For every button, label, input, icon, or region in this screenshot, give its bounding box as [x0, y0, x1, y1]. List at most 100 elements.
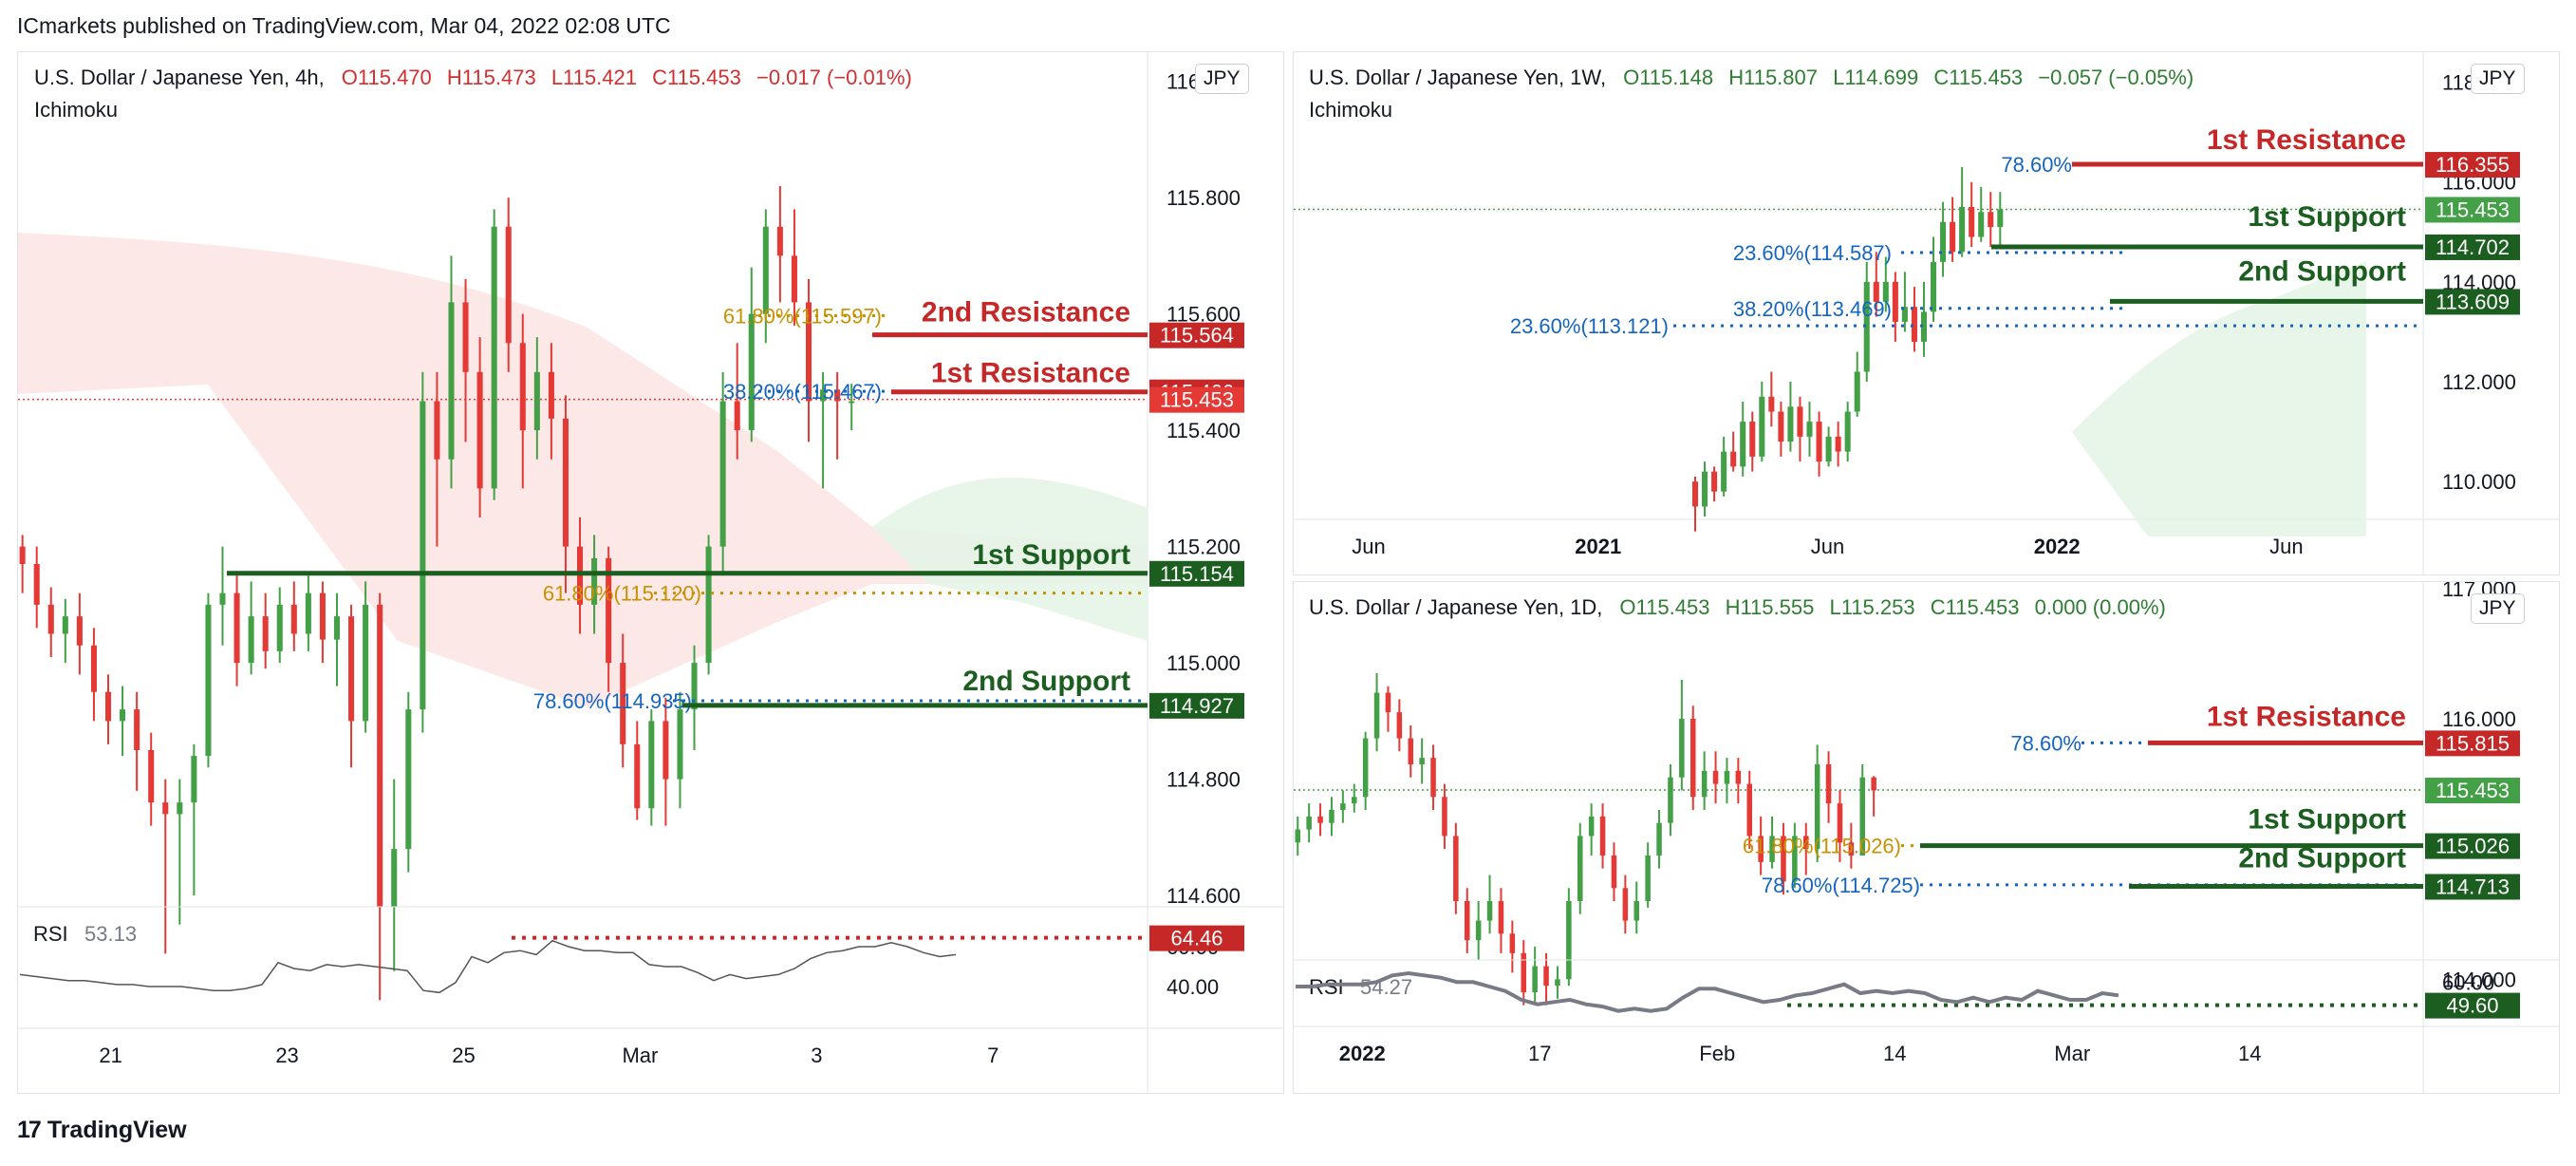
candle-body-27 — [405, 709, 412, 850]
candle-body-8 — [1768, 396, 1775, 412]
candle-body-48 — [1837, 803, 1843, 843]
candle-body-26 — [1940, 221, 1947, 262]
candle-body-31 — [1988, 212, 1994, 228]
rsi-label: RSI — [33, 922, 68, 946]
level-label-1: 1st Support — [2248, 804, 2406, 836]
candle-body-12 — [1806, 422, 1813, 437]
candle-body-58 — [849, 401, 855, 404]
candle-body-27 — [1599, 816, 1606, 856]
candle-body-36 — [1701, 770, 1708, 798]
candle-body-37 — [548, 371, 554, 419]
candle-body-6 — [1362, 738, 1369, 798]
y-tick-label-6: 114.800 — [1167, 768, 1241, 792]
y-tick-label-5: 115.000 — [1167, 651, 1241, 675]
candle-body-38 — [562, 418, 569, 547]
candle-body-17 — [262, 616, 269, 651]
candle-body-28 — [1611, 856, 1617, 889]
candle-body-27 — [1950, 221, 1956, 253]
candle-body-2 — [47, 604, 54, 634]
x-tick-label-3: 14 — [1883, 1042, 1906, 1065]
candle-body-9 — [1396, 712, 1403, 739]
currency-button[interactable]: JPY — [2471, 593, 2525, 624]
rsi-line — [1296, 970, 2119, 1013]
candle-body-0 — [1295, 829, 1301, 843]
candle-body-11 — [1797, 406, 1803, 437]
chart-panel-4h[interactable]: U.S. Dollar / Japanese Yen, 4h, O115.470 … — [17, 51, 1284, 1094]
candle-body-0 — [19, 546, 26, 564]
candle-body-55 — [805, 302, 812, 402]
legend-1w: U.S. Dollar / Japanese Yen, 1W, O115.148 … — [1309, 66, 2193, 122]
candle-body-5 — [90, 645, 97, 692]
currency-button[interactable]: JPY — [2471, 64, 2525, 94]
level-label-2: 2nd Support — [2238, 843, 2406, 874]
x-tick-label-0: Jun — [1352, 535, 1385, 558]
y-tick-label-4: 110.000 — [2442, 470, 2516, 494]
level-price-tag-0-bg — [2425, 730, 2520, 757]
ohlc-open: O115.148 — [1623, 66, 1714, 89]
indicator-label: Ichimoku — [1309, 98, 1393, 122]
candle-body-26 — [391, 849, 398, 908]
chart-svg-1w: 118.000116.000114.000112.000110.000Jun20… — [1294, 52, 2559, 574]
level-label-1: 1st Support — [2248, 201, 2406, 233]
x-tick-label-3: 2022 — [2034, 535, 2081, 558]
fib-label-0: 61.80%(115.597) — [723, 304, 882, 328]
ohlc-high: H115.555 — [1725, 595, 1815, 619]
candle-body-30 — [1978, 212, 1985, 237]
level-price-tag-2: 115.154 — [1160, 562, 1234, 586]
x-tick-label-4: Jun — [2269, 535, 2303, 558]
candle-body-20 — [1521, 952, 1527, 992]
candle-body-1 — [1702, 471, 1708, 507]
candle-body-6 — [1749, 422, 1756, 457]
x-tick-label-4: 3 — [811, 1044, 822, 1067]
chart-panel-1w[interactable]: U.S. Dollar / Japanese Yen, 1W, O115.148 … — [1293, 51, 2560, 575]
candle-body-32 — [476, 371, 483, 489]
chart-panel-1d[interactable]: U.S. Dollar / Japanese Yen, 1D, O115.453 … — [1293, 581, 2560, 1094]
level-price-tag-3: 114.927 — [1160, 694, 1234, 718]
candle-body-47 — [691, 663, 698, 710]
x-tick-label-2: Jun — [1811, 535, 1844, 558]
fib-label-2: 78.60%(114.725) — [1762, 874, 1920, 897]
x-tick-label-0: 2022 — [1339, 1042, 1386, 1065]
x-tick-label-1: 23 — [275, 1044, 298, 1067]
candle-body-3 — [1721, 451, 1727, 492]
footer-brand[interactable]: 17 TradingView — [17, 1117, 187, 1144]
symbol-label: U.S. Dollar / Japanese Yen, 1D, — [1309, 595, 1603, 619]
candle-body-42 — [1769, 836, 1775, 862]
rsi-y-tick-1: 40.00 — [1167, 975, 1219, 999]
candle-body-53 — [776, 226, 783, 256]
legend-4h: U.S. Dollar / Japanese Yen, 4h, O115.470 … — [34, 66, 912, 122]
x-tick-label-2: Feb — [1699, 1042, 1735, 1065]
fib-label-2: 38.20%(113.469) — [1733, 297, 1892, 321]
x-tick-label-3: Mar — [622, 1044, 658, 1067]
candle-body-29 — [1622, 888, 1629, 921]
level-price-tag-1: 114.702 — [2436, 235, 2510, 259]
symbol-label: U.S. Dollar / Japanese Yen, 4h, — [34, 66, 325, 89]
candle-body-22 — [1901, 307, 1908, 322]
candle-body-21 — [319, 592, 326, 640]
candle-body-4 — [1730, 451, 1737, 467]
level-price-tag-0: 115.564 — [1160, 324, 1234, 348]
ichimoku-cloud-1 — [872, 477, 1148, 641]
ichimoku-cloud-0 — [2072, 261, 2366, 536]
candle-body-10 — [162, 802, 169, 815]
candle-body-17 — [1854, 371, 1860, 412]
candle-body-4 — [1340, 803, 1346, 810]
candle-body-15 — [1464, 901, 1470, 941]
candle-body-35 — [1689, 719, 1696, 798]
current-price-tag: 115.453 — [2436, 197, 2510, 221]
candle-body-43 — [634, 743, 641, 809]
candle-body-7 — [120, 709, 126, 722]
candle-body-9 — [148, 750, 155, 803]
currency-button[interactable]: JPY — [1195, 64, 1249, 94]
candle-body-41 — [606, 557, 612, 664]
candle-body-4 — [76, 616, 83, 646]
level-label-0: 1st Resistance — [2207, 701, 2406, 732]
candle-body-30 — [1633, 901, 1640, 921]
candle-body-47 — [1825, 764, 1832, 804]
candle-body-15 — [1835, 436, 1841, 452]
symbol-label: U.S. Dollar / Japanese Yen, 1W, — [1309, 66, 1607, 89]
candle-body-32 — [1656, 822, 1662, 856]
level-label-2: 2nd Support — [2238, 255, 2406, 287]
rsi-level-tag-bg — [2425, 992, 2520, 1019]
candle-body-46 — [677, 709, 683, 780]
